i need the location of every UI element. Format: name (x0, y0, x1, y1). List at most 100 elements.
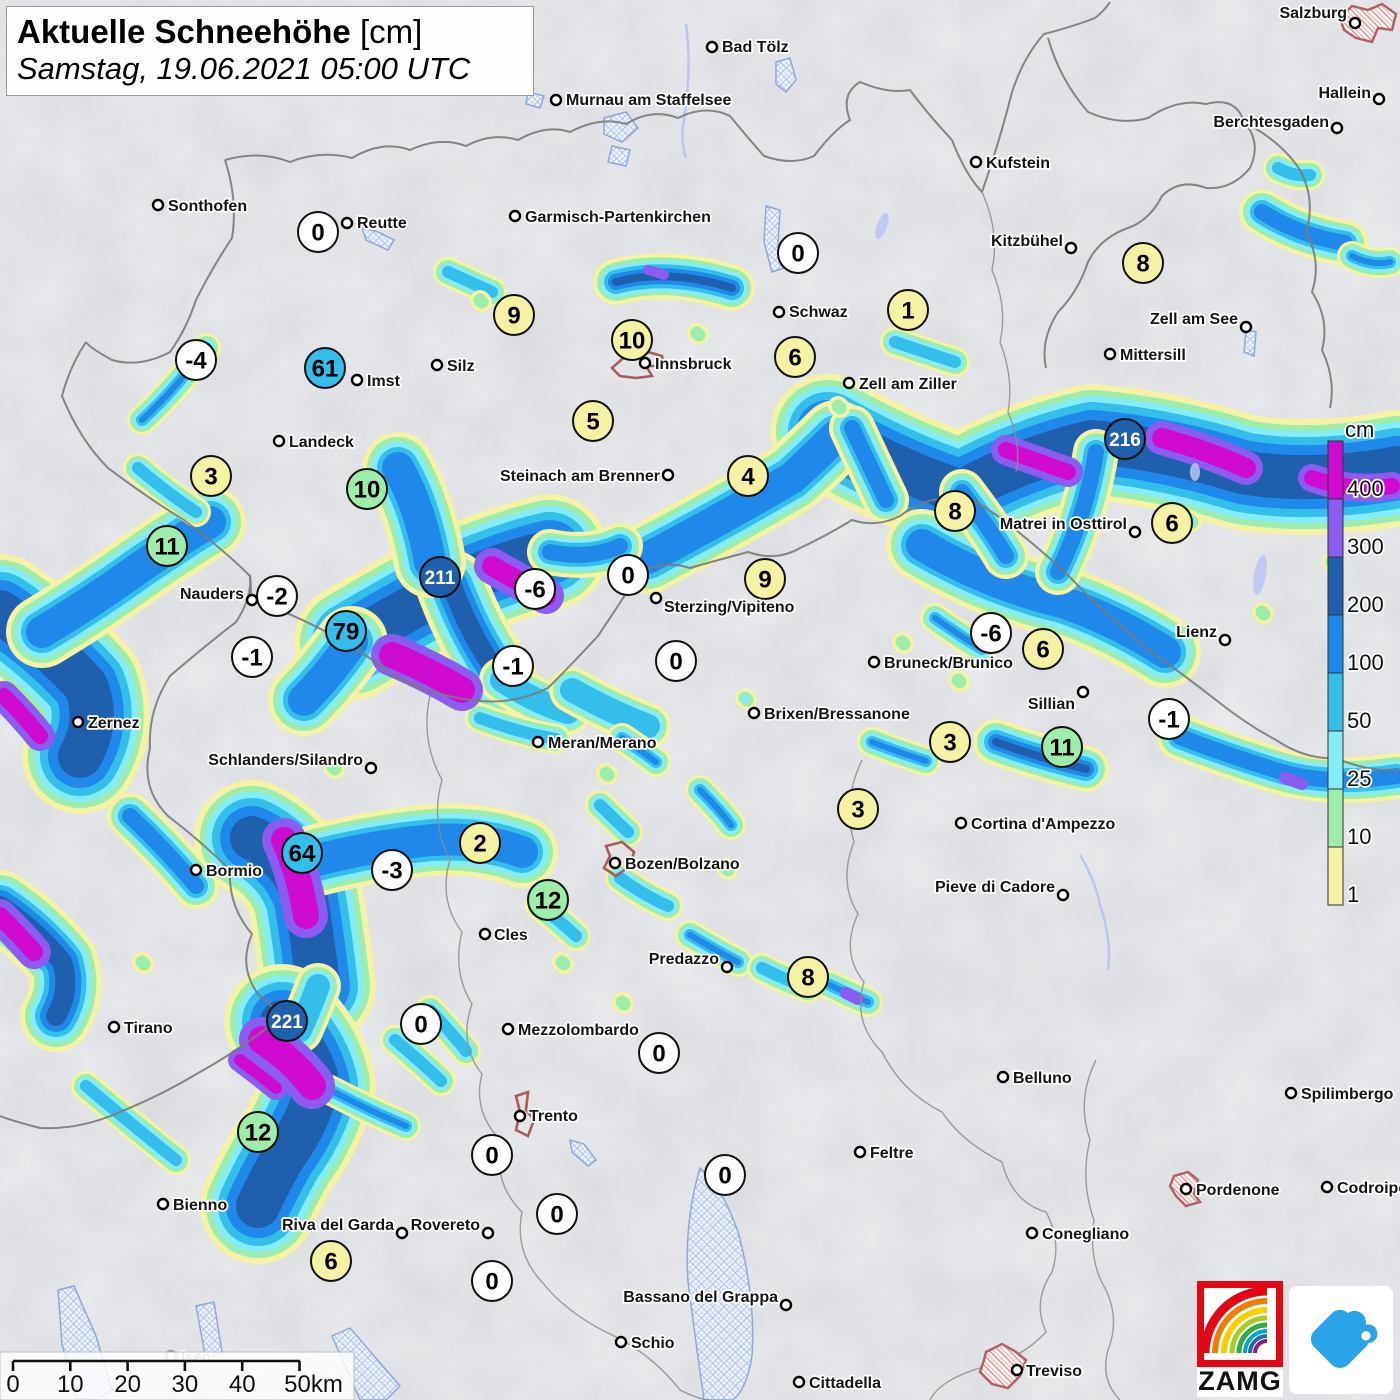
city-label: Schio (631, 1335, 675, 1352)
city-label: Bozen/Bolzano (625, 856, 740, 873)
lake-walchensee (603, 111, 640, 143)
scale-bar-label: 50km (284, 1371, 343, 1398)
city-marker (151, 198, 165, 212)
station: -6 (514, 568, 556, 610)
station-circle (777, 232, 819, 274)
city-label: Mittersill (1120, 347, 1186, 364)
station: 9 (493, 294, 535, 336)
city: Zell am Ziller (842, 374, 959, 395)
station: 10 (346, 468, 388, 510)
station-value: 5 (586, 409, 599, 436)
station-circle (655, 640, 697, 682)
station: 11 (1041, 726, 1083, 768)
city-marker (1239, 320, 1253, 334)
station: 221 (266, 1000, 308, 1042)
lake-staffelsee (525, 91, 545, 109)
salzburg-city-boundary (1338, 2, 1398, 44)
station-circle (266, 1000, 308, 1042)
city: Rovereto (409, 1215, 495, 1240)
station-circle (1122, 242, 1164, 284)
city-label: Trento (529, 1108, 578, 1125)
lake-kochelsee (607, 145, 631, 167)
station-value: -4 (185, 348, 207, 375)
city-boundaries (514, 2, 1398, 1390)
station-value: 12 (535, 888, 562, 915)
station: 0 (471, 1134, 513, 1176)
city-marker (996, 1070, 1010, 1084)
city: Schlanders/Silandro (207, 750, 378, 775)
station-value: 12 (245, 1120, 272, 1147)
city-marker (430, 358, 444, 372)
station-circle (607, 554, 649, 596)
station-value: 4 (741, 464, 755, 491)
station: 0 (655, 640, 697, 682)
station: 0 (400, 1003, 442, 1045)
city: Brixen/Bressanone (747, 704, 912, 725)
city-marker (1372, 92, 1386, 106)
station-circle (970, 612, 1012, 654)
city: Salzburg (1278, 3, 1362, 30)
city-label: Bad Tölz (722, 39, 789, 56)
legend-unit: cm (1345, 417, 1374, 442)
city: Codroipo (1320, 1178, 1400, 1199)
station: 3 (837, 788, 879, 830)
city-label: Pieve di Cadore (935, 879, 1055, 896)
city-marker (1284, 1086, 1298, 1100)
city-label: Riva del Garda (282, 1217, 394, 1234)
city: Cortina d'Ampezzo (954, 814, 1117, 835)
station: 1 (887, 289, 929, 331)
station-value: -1 (502, 654, 523, 681)
city-label: Codroipo (1337, 1180, 1400, 1197)
station: 0 (638, 1032, 680, 1074)
station-value: 11 (1049, 735, 1074, 762)
city-label: Rovereto (411, 1217, 481, 1234)
station-circle (419, 556, 461, 598)
city-marker (1103, 347, 1117, 361)
station-value: 216 (1109, 430, 1141, 451)
city-marker (1320, 1180, 1334, 1194)
city: Sterzing/Vipiteno (649, 591, 796, 618)
title-box: Aktuelle Schneehöhe [cm] Samstag, 19.06.… (6, 6, 534, 96)
city-label: Landeck (289, 434, 354, 451)
station-value: 11 (154, 534, 179, 561)
scale-bar-label: 30 (172, 1371, 199, 1398)
city-label: Conegliano (1042, 1226, 1129, 1243)
city-label: Silz (447, 358, 475, 375)
station-value: 6 (1165, 511, 1178, 538)
station-circle (304, 347, 346, 389)
station-circle (514, 568, 556, 610)
city-label: Cittadella (809, 1375, 881, 1392)
city: Matrei in Osttirol (998, 514, 1142, 539)
station: 0 (536, 1193, 578, 1235)
lake-idro (331, 1327, 402, 1400)
station: -4 (175, 339, 217, 381)
station-circle (297, 211, 339, 253)
city-label: Feltre (870, 1145, 914, 1162)
city-marker (705, 40, 719, 54)
city: Garmisch-Partenkirchen (508, 207, 713, 228)
city-marker (969, 155, 983, 169)
city-marker (501, 1022, 515, 1036)
station: 10 (611, 319, 653, 361)
city: Reutte (340, 213, 409, 234)
city-label: Lienz (1176, 624, 1217, 641)
city: Bormio (189, 861, 264, 882)
station-value: 10 (619, 328, 646, 355)
station-circle (325, 610, 367, 652)
snow-app-logo (1289, 1286, 1393, 1394)
station: -1 (1148, 698, 1190, 740)
station-value: 0 (311, 220, 324, 247)
station-value: 8 (948, 499, 961, 526)
station: 0 (777, 232, 819, 274)
city: Hallein (1317, 83, 1386, 106)
city: Cles (478, 925, 530, 946)
city: Kitzbühel (989, 231, 1078, 255)
station-value: 64 (289, 841, 316, 868)
city: Meran/Merano (531, 733, 658, 754)
station-circle (471, 1134, 513, 1176)
city-marker (531, 735, 545, 749)
city: Belluno (996, 1068, 1074, 1089)
legend-label: 200 (1347, 592, 1384, 617)
